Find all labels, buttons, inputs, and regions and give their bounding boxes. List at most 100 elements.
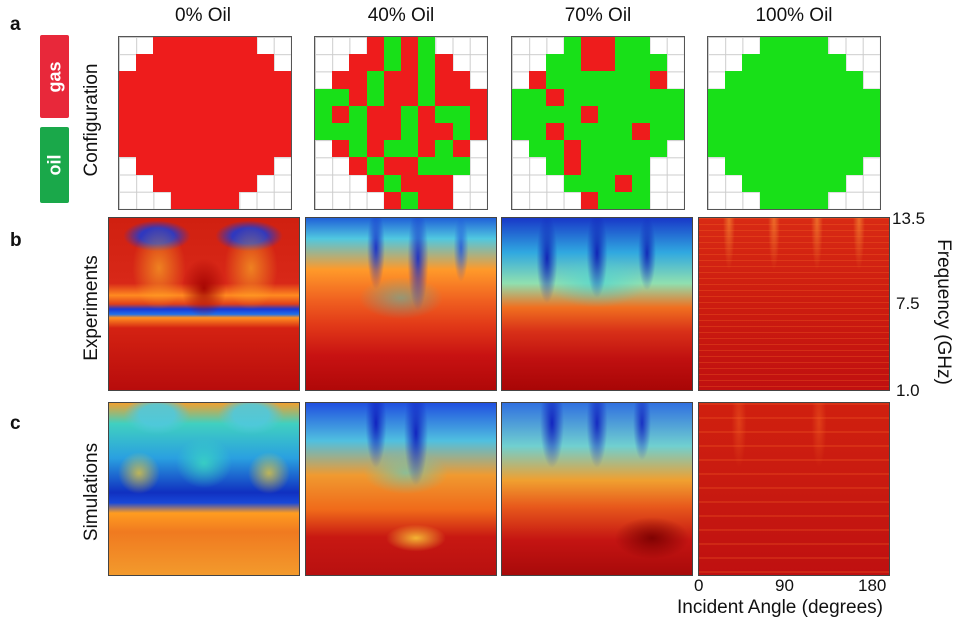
empty-cell (119, 192, 136, 209)
oil-cell (349, 140, 367, 158)
column-title-100-oil: 100% Oil (755, 5, 833, 26)
gas-cell (136, 54, 154, 72)
gas-cell (239, 105, 257, 123)
gas-cell (153, 88, 171, 106)
gas-cell (580, 37, 598, 55)
oil-cell (828, 88, 846, 106)
gas-cell (469, 105, 487, 123)
gas-cell (170, 105, 188, 123)
empty-cell (470, 157, 487, 174)
empty-cell (315, 71, 332, 88)
gas-cell (256, 123, 274, 141)
gas-cell (366, 37, 384, 55)
gas-cell (435, 191, 453, 209)
oil-cell (546, 140, 564, 158)
oil-cell (811, 174, 829, 192)
frequency-tick-mid: 7.5 (896, 294, 920, 313)
empty-cell (315, 37, 332, 54)
empty-cell (332, 37, 349, 54)
simulation-heatmap-100-oil (698, 402, 890, 576)
empty-cell (453, 192, 470, 209)
empty-cell (828, 37, 845, 54)
gas-cell (187, 174, 205, 192)
oil-cell (708, 140, 726, 158)
oil-cell (598, 191, 616, 209)
gas-cell (205, 191, 223, 209)
gas-cell (170, 88, 188, 106)
empty-cell (846, 37, 863, 54)
panel-letter-b: b (10, 230, 22, 251)
empty-cell (742, 37, 759, 54)
gas-cell (136, 71, 154, 89)
oil-cell (366, 71, 384, 89)
gas-cell (205, 123, 223, 141)
gas-cell (136, 88, 154, 106)
oil-cell (615, 157, 633, 175)
oil-cell (828, 54, 846, 72)
oil-cell (580, 88, 598, 106)
oil-cell (862, 140, 880, 158)
oil-cell (742, 105, 760, 123)
empty-cell (742, 192, 759, 209)
oil-cell (435, 140, 453, 158)
oil-cell (366, 157, 384, 175)
oil-cell (794, 88, 812, 106)
oil-cell (615, 54, 633, 72)
oil-cell (845, 105, 863, 123)
empty-cell (470, 54, 487, 71)
oil-cell (632, 140, 650, 158)
oil-cell (615, 37, 633, 55)
oil-cell (580, 123, 598, 141)
empty-cell (863, 54, 880, 71)
empty-cell (725, 192, 742, 209)
oil-cell (452, 157, 470, 175)
oil-cell (383, 140, 401, 158)
gas-cell (332, 71, 350, 89)
gas-cell (273, 140, 291, 158)
oil-cell (598, 140, 616, 158)
oil-cell (794, 140, 812, 158)
gas-cell (418, 174, 436, 192)
empty-cell (332, 192, 349, 209)
gas-cell (187, 157, 205, 175)
gas-cell (239, 157, 257, 175)
empty-cell (119, 54, 136, 71)
gas-cell (222, 140, 240, 158)
empty-cell (846, 192, 863, 209)
oil-cell (794, 37, 812, 55)
gas-cell (256, 157, 274, 175)
empty-cell (332, 175, 349, 192)
oil-cell (332, 88, 350, 106)
oil-cell (546, 157, 564, 175)
gas-cell (452, 140, 470, 158)
gas-cell (153, 71, 171, 89)
gas-cell (273, 105, 291, 123)
gas-cell (187, 54, 205, 72)
gas-cell (401, 37, 419, 55)
gas-cell (136, 123, 154, 141)
oil-cell (725, 105, 743, 123)
oil-cell (632, 191, 650, 209)
oil-cell (666, 88, 684, 106)
oil-cell (512, 123, 530, 141)
empty-cell (274, 192, 291, 209)
oil-cell (563, 37, 581, 55)
gas-cell (205, 174, 223, 192)
oil-cell (811, 157, 829, 175)
oil-cell (315, 105, 333, 123)
gas-cell (153, 140, 171, 158)
oil-cell (794, 157, 812, 175)
gas-cell (366, 105, 384, 123)
oil-cell (615, 123, 633, 141)
gas-cell (383, 88, 401, 106)
gas-cell (153, 105, 171, 123)
oil-cell (666, 123, 684, 141)
gas-cell (119, 123, 137, 141)
gas-cell (153, 157, 171, 175)
gas-cell (435, 54, 453, 72)
oil-cell (862, 123, 880, 141)
oil-cell (649, 123, 667, 141)
gas-cell (205, 37, 223, 55)
empty-cell (708, 71, 725, 88)
empty-cell (257, 175, 274, 192)
